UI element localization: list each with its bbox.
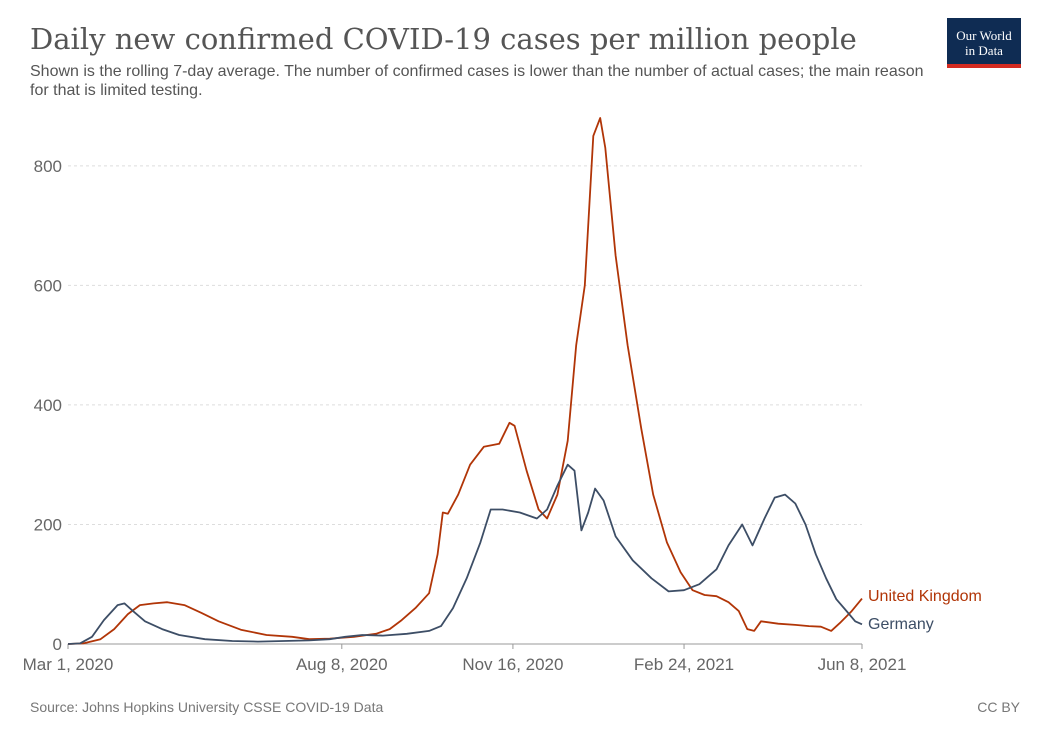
x-tick-label: Mar 1, 2020	[23, 655, 114, 674]
y-tick-label: 400	[34, 396, 62, 415]
logo-line-1: Our World	[956, 28, 1012, 43]
series-line-united-kingdom	[67, 117, 863, 645]
x-tick-label: Nov 16, 2020	[462, 655, 563, 674]
logo-line-2: in Data	[965, 43, 1003, 58]
y-tick-label: 600	[34, 276, 62, 295]
chart-title: Daily new confirmed COVID-19 cases per m…	[30, 22, 857, 56]
y-tick-label: 0	[53, 635, 62, 654]
y-tick-label: 200	[34, 515, 62, 534]
chart-subtitle: Shown is the rolling 7-day average. The …	[30, 63, 924, 99]
x-tick-label: Aug 8, 2020	[296, 655, 388, 674]
owid-logo[interactable]: Our World in Data	[947, 18, 1021, 68]
series-line-germany	[67, 463, 863, 645]
y-tick-label: 800	[34, 157, 62, 176]
series-label-united-kingdom: United Kingdom	[868, 588, 982, 605]
series-label-germany: Germany	[868, 616, 934, 633]
source-note: Source: Johns Hopkins University CSSE CO…	[30, 699, 384, 715]
license-link[interactable]: CC BY	[977, 699, 1020, 715]
x-tick-label: Feb 24, 2021	[634, 655, 734, 674]
x-tick-label: Jun 8, 2021	[818, 655, 907, 674]
